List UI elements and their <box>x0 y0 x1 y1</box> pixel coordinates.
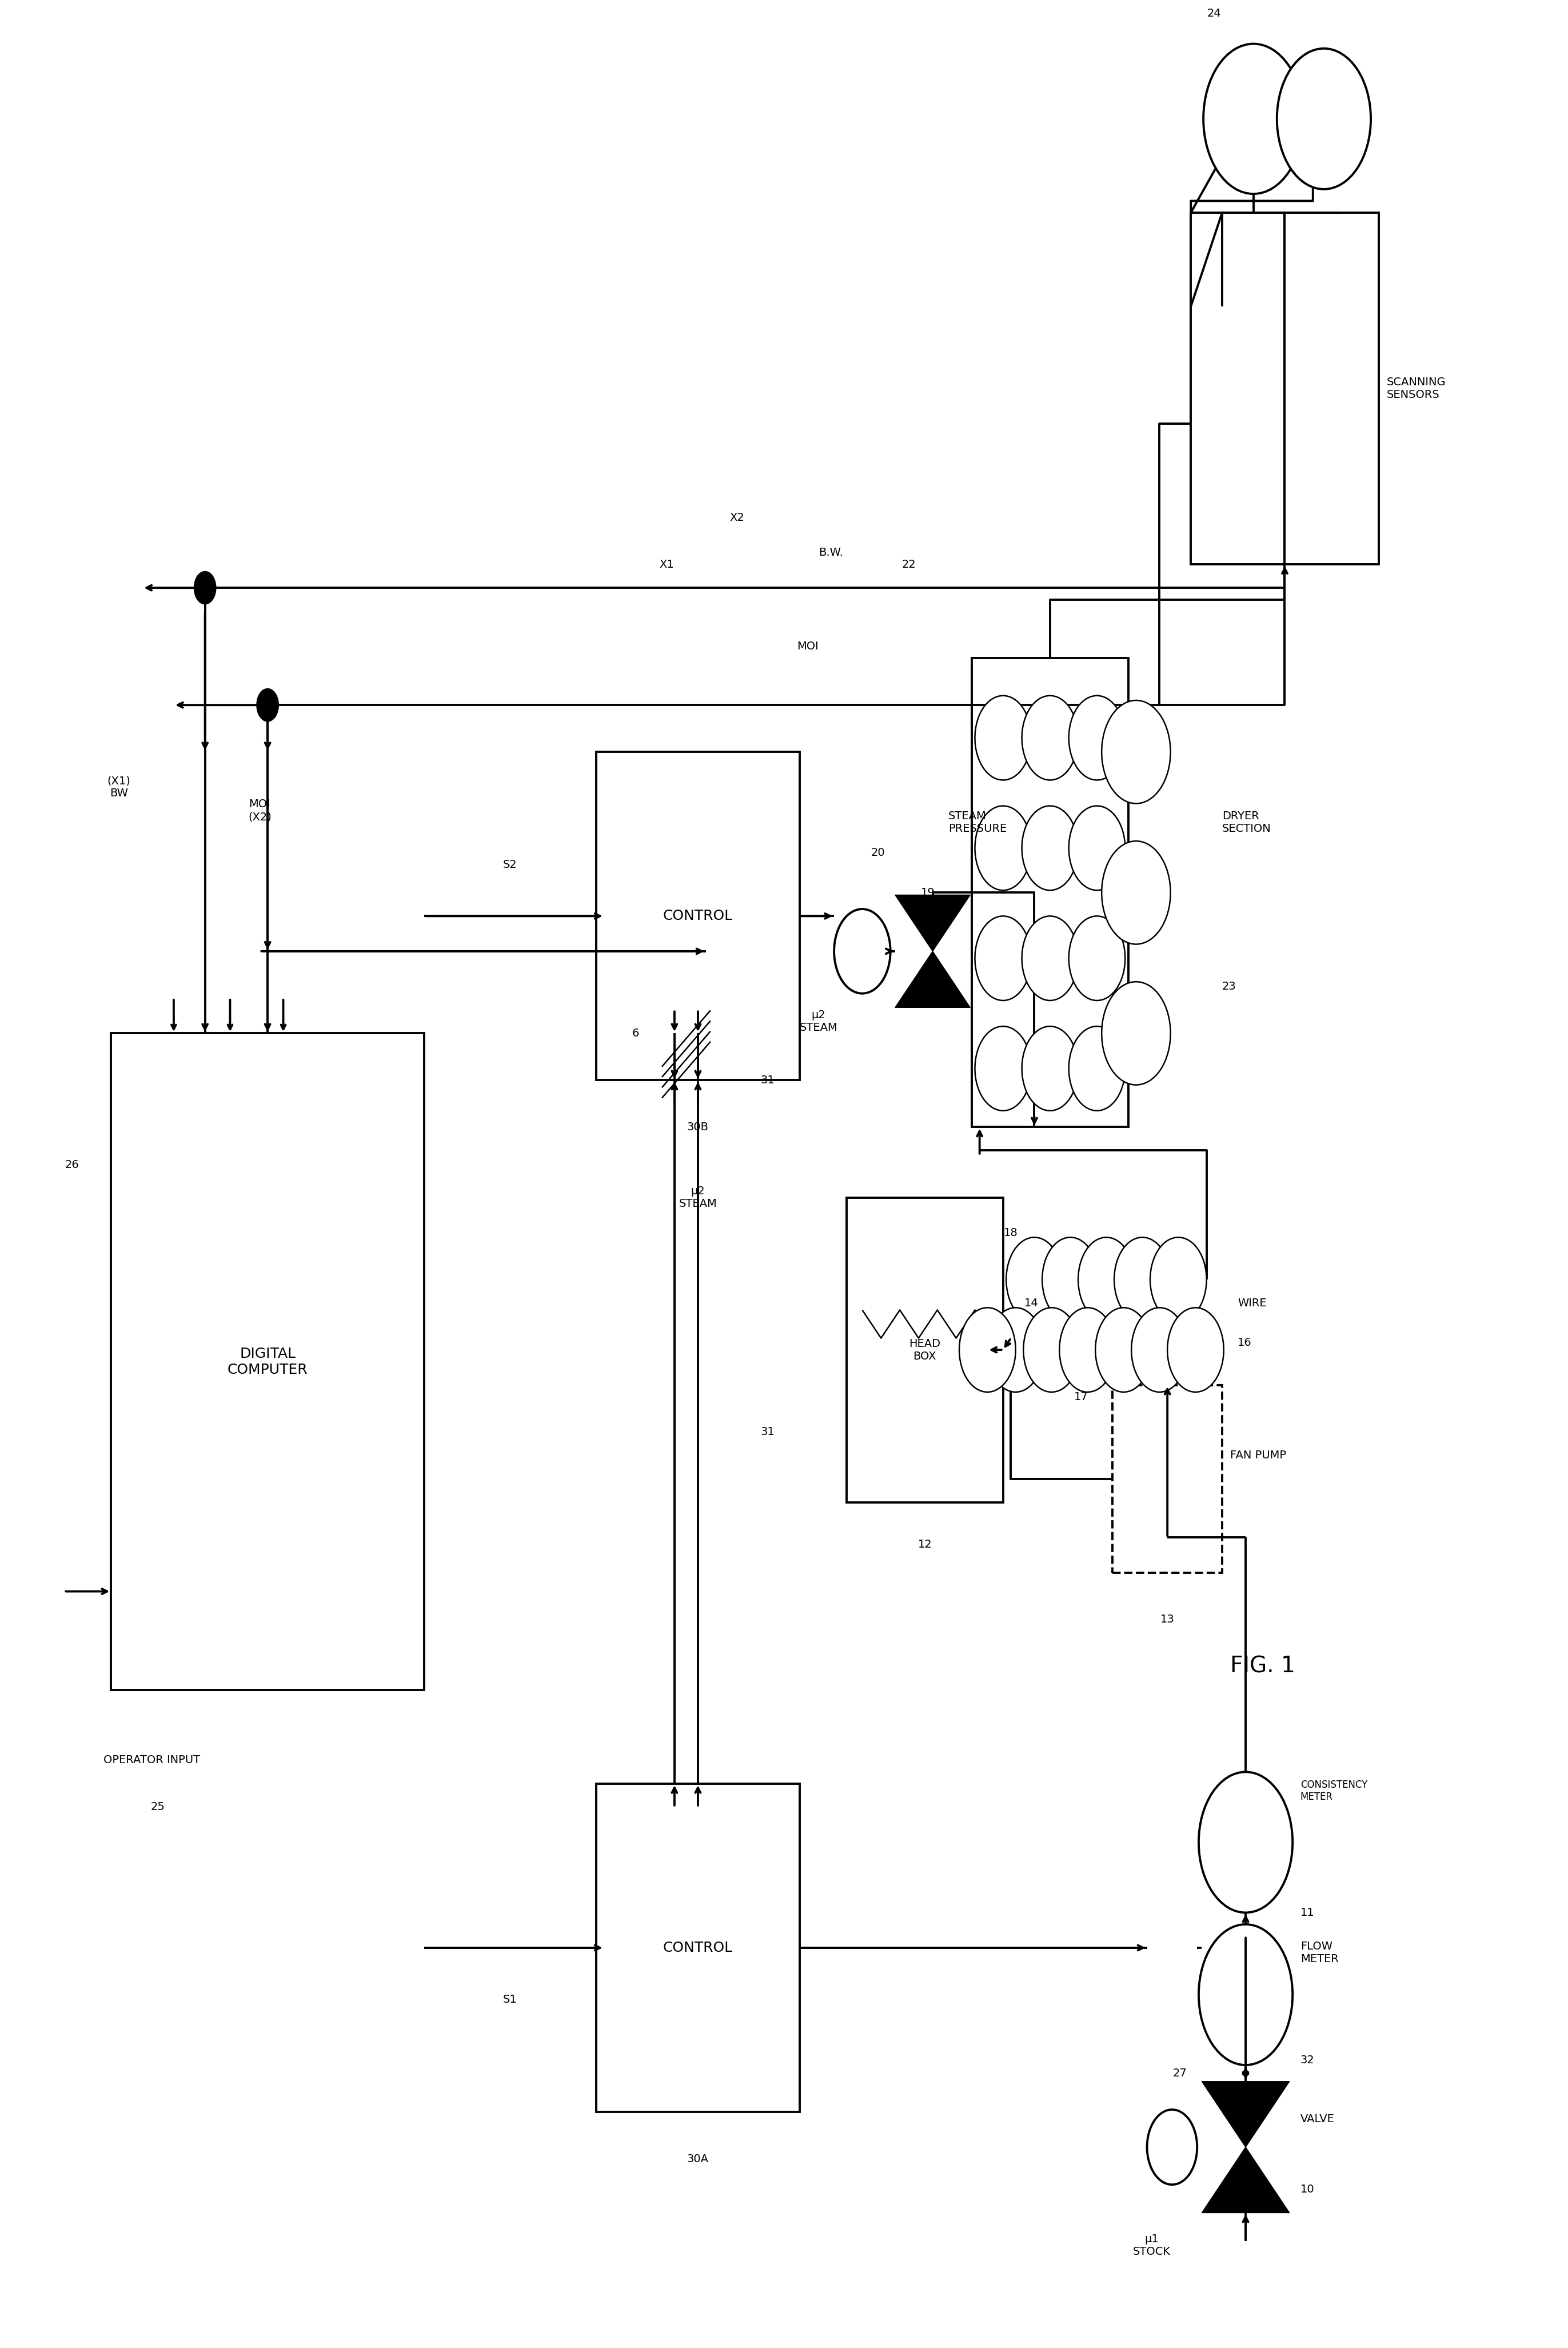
Text: FLOW
METER: FLOW METER <box>1300 1942 1339 1965</box>
Circle shape <box>1069 1026 1126 1111</box>
Circle shape <box>1007 1237 1063 1322</box>
Text: 18: 18 <box>1004 1228 1018 1237</box>
Circle shape <box>1069 805 1126 890</box>
Circle shape <box>988 1308 1044 1392</box>
Text: 27: 27 <box>1173 2069 1187 2078</box>
Circle shape <box>1132 1308 1187 1392</box>
Text: 26: 26 <box>64 1160 78 1169</box>
Bar <box>596 751 800 1080</box>
Circle shape <box>1102 700 1170 803</box>
Text: 17: 17 <box>1074 1392 1088 1402</box>
Text: μ2
STEAM: μ2 STEAM <box>800 1010 837 1033</box>
Text: 12: 12 <box>917 1538 931 1550</box>
Circle shape <box>1022 916 1079 1000</box>
Circle shape <box>1022 805 1079 890</box>
Circle shape <box>1069 916 1126 1000</box>
Text: μ2
STEAM: μ2 STEAM <box>679 1186 717 1209</box>
Circle shape <box>960 1308 1016 1392</box>
Text: 30B: 30B <box>687 1122 709 1132</box>
Circle shape <box>1198 1773 1292 1914</box>
Text: WIRE: WIRE <box>1237 1298 1267 1308</box>
Circle shape <box>975 805 1032 890</box>
Bar <box>596 1784 800 2111</box>
Text: FAN PUMP: FAN PUMP <box>1229 1451 1286 1460</box>
Polygon shape <box>895 951 971 1007</box>
Text: CONTROL: CONTROL <box>663 1942 732 1954</box>
Circle shape <box>1024 1308 1080 1392</box>
Circle shape <box>1276 49 1370 190</box>
Text: FIG. 1: FIG. 1 <box>1229 1655 1295 1676</box>
Text: 25: 25 <box>151 1801 165 1813</box>
Text: S1: S1 <box>503 1993 517 2005</box>
Text: CONTROL: CONTROL <box>663 909 732 923</box>
Text: S2: S2 <box>503 859 517 869</box>
Text: 6: 6 <box>632 1028 638 1038</box>
Text: VALVE: VALVE <box>1300 2113 1334 2125</box>
Circle shape <box>1115 1237 1170 1322</box>
Bar <box>111 1033 423 1691</box>
Circle shape <box>1148 2109 1196 2184</box>
Text: μ1
STOCK: μ1 STOCK <box>1132 2233 1171 2256</box>
Circle shape <box>1102 841 1170 944</box>
Circle shape <box>1096 1308 1152 1392</box>
Text: B.W.: B.W. <box>818 547 844 559</box>
Circle shape <box>1168 1308 1223 1392</box>
Text: X2: X2 <box>729 512 745 524</box>
Circle shape <box>975 916 1032 1000</box>
Text: 13: 13 <box>1160 1613 1174 1625</box>
Polygon shape <box>1201 2146 1289 2212</box>
Polygon shape <box>895 895 971 951</box>
Bar <box>1190 214 1378 564</box>
Text: 10: 10 <box>1300 2184 1314 2195</box>
Circle shape <box>1203 45 1303 195</box>
Text: SCANNING
SENSORS: SCANNING SENSORS <box>1386 376 1446 399</box>
Circle shape <box>257 688 279 721</box>
Circle shape <box>1079 1237 1135 1322</box>
Circle shape <box>1043 1237 1099 1322</box>
Text: X1: X1 <box>659 559 674 571</box>
Text: DRYER
SECTION: DRYER SECTION <box>1221 810 1272 834</box>
Polygon shape <box>1201 2080 1289 2146</box>
Circle shape <box>975 1026 1032 1111</box>
Text: MOI: MOI <box>797 641 818 653</box>
Text: (X1)
BW: (X1) BW <box>107 775 130 798</box>
Text: 11: 11 <box>1300 1907 1314 1918</box>
Bar <box>972 657 1129 1127</box>
Circle shape <box>1022 1026 1079 1111</box>
Text: 31: 31 <box>760 1075 775 1085</box>
Text: 31: 31 <box>760 1428 775 1437</box>
Text: 19: 19 <box>920 888 935 897</box>
Text: OPERATOR INPUT: OPERATOR INPUT <box>103 1754 201 1766</box>
Text: 14: 14 <box>1024 1298 1038 1308</box>
Text: 16: 16 <box>1237 1338 1251 1348</box>
Text: 24: 24 <box>1207 7 1221 19</box>
Circle shape <box>1102 981 1170 1085</box>
Text: 30A: 30A <box>687 2153 709 2165</box>
Bar <box>847 1197 1004 1503</box>
Circle shape <box>1151 1237 1206 1322</box>
Circle shape <box>975 695 1032 780</box>
Text: CONSISTENCY
METER: CONSISTENCY METER <box>1300 1780 1367 1801</box>
Text: DIGITAL
COMPUTER: DIGITAL COMPUTER <box>227 1348 307 1376</box>
Circle shape <box>194 571 216 603</box>
Text: HEAD
BOX: HEAD BOX <box>909 1338 941 1362</box>
Text: 23: 23 <box>1221 981 1236 991</box>
Text: 32: 32 <box>1300 2054 1314 2066</box>
Text: 20: 20 <box>870 848 884 857</box>
Text: 22: 22 <box>902 559 916 571</box>
Circle shape <box>1069 695 1126 780</box>
Text: STEAM
PRESSURE: STEAM PRESSURE <box>949 810 1007 834</box>
Circle shape <box>1022 695 1079 780</box>
Circle shape <box>1060 1308 1116 1392</box>
Circle shape <box>1198 1925 1292 2064</box>
Text: MOI
(X2): MOI (X2) <box>248 798 271 822</box>
Bar <box>1113 1385 1221 1573</box>
Circle shape <box>834 909 891 993</box>
